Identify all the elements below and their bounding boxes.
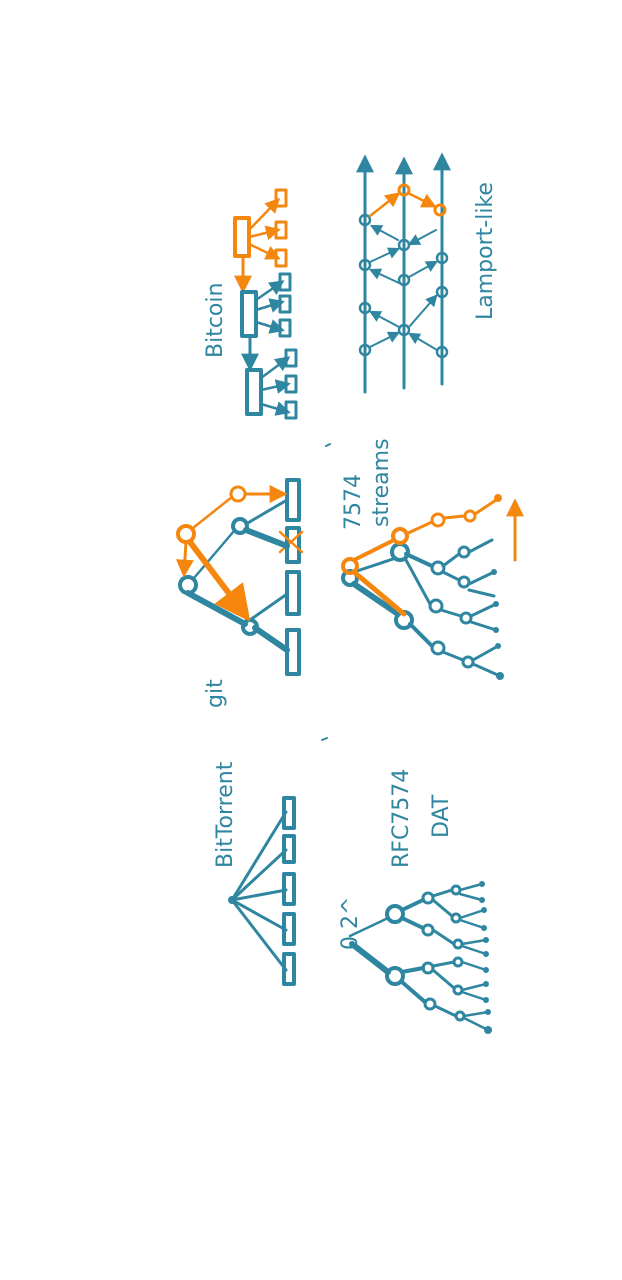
label-lamport: Lamport-like <box>473 182 498 320</box>
diagram-7574-streams <box>341 494 524 680</box>
diagram-bittorrent <box>228 796 296 986</box>
label-zero-level: 0 2^ <box>338 897 363 950</box>
label-bittorrent: BitTorrent <box>213 761 238 868</box>
diagram-bitcoin <box>233 188 298 420</box>
label-git: git <box>203 679 228 708</box>
label-rfc7574: RFC7574 <box>389 769 414 868</box>
diagram-lamport <box>356 152 451 394</box>
label-bitcoin: Bitcoin <box>203 283 228 358</box>
label-dat: DAT <box>429 794 454 838</box>
diagram-rfc7574-tree <box>348 881 492 1034</box>
label-rfc7574-streams: 7574 <box>341 474 366 530</box>
diagram-git <box>175 478 304 676</box>
label-streams: streams <box>369 438 394 527</box>
